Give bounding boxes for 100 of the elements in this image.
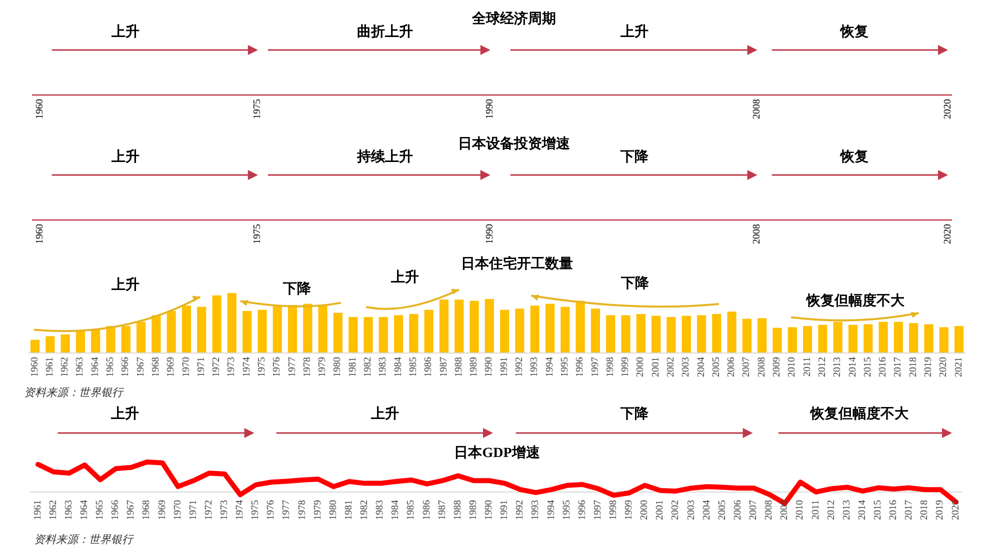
x-tick-label: 2014 (847, 357, 858, 377)
bar (364, 317, 373, 353)
x-tick-label: 1986 (421, 500, 432, 520)
x-tick-label: 2012 (826, 500, 837, 520)
x-tick-label: 2000 (639, 500, 650, 520)
x-tick-label: 1976 (266, 500, 277, 520)
x-tick-label: 1998 (608, 500, 619, 520)
x-tick-label: 2005 (716, 500, 728, 520)
x-tick-label: 1962 (60, 357, 71, 377)
x-tick-label: 1968 (150, 357, 162, 377)
text: 恢复 (839, 149, 868, 165)
x-tick-label: 1990 (484, 357, 495, 377)
bar (772, 328, 782, 353)
bar (166, 311, 176, 353)
x-tick-label: 2020 (938, 357, 950, 377)
x-tick-label: 2019 (934, 500, 946, 520)
text: 2020 (942, 99, 954, 119)
bar (484, 299, 494, 353)
text: 曲折上升 (357, 23, 414, 40)
x-tick-label: 1988 (452, 500, 464, 520)
bar (590, 308, 600, 353)
bar (424, 310, 434, 353)
x-tick-label: 1983 (374, 500, 386, 520)
x-tick-label: 1970 (180, 357, 192, 377)
bar (136, 322, 146, 353)
annotation: 下降 (282, 281, 312, 297)
bar (636, 314, 646, 353)
bar (833, 322, 842, 353)
text: 1960 (34, 99, 46, 119)
bar (894, 322, 903, 353)
x-tick-label: 2021 (953, 357, 964, 377)
x-tick-label: 2004 (701, 500, 712, 520)
x-tick-label: 2020 (950, 500, 962, 520)
bar (258, 310, 267, 353)
bar (348, 317, 358, 353)
x-tick-label: 1968 (141, 500, 152, 520)
x-tick-label: 2015 (872, 500, 884, 520)
text: 上升 (110, 276, 140, 293)
bar (682, 316, 691, 353)
x-tick-label: 1972 (211, 357, 222, 377)
x-tick-label: 1971 (188, 500, 199, 520)
x-tick-label: 1999 (620, 357, 632, 377)
x-tick-label: 1990 (484, 500, 495, 520)
x-tick-label: 2013 (841, 500, 852, 520)
bar (712, 314, 722, 353)
text: 上升 (370, 405, 400, 422)
x-tick-label: 2004 (696, 357, 707, 377)
bar (652, 316, 661, 353)
chart-title: 日本住宅开工数量 (461, 255, 573, 272)
x-tick-label: 1973 (226, 357, 238, 377)
annotation: 恢复但幅度不大 (805, 292, 906, 309)
x-tick-label: 2015 (862, 357, 874, 377)
x-tick-label: 1977 (286, 357, 298, 377)
x-tick-label: 2010 (794, 500, 806, 520)
bar (454, 300, 464, 353)
x-tick-label: 1981 (343, 500, 354, 520)
x-tick-label: 2009 (772, 357, 783, 377)
bar (864, 324, 873, 353)
x-tick-label: 1976 (272, 357, 283, 377)
bar (939, 327, 948, 353)
x-tick-label: 1988 (453, 357, 464, 377)
x-tick-label: 2003 (686, 500, 697, 520)
x-tick-label: 1996 (574, 357, 586, 377)
x-tick-label: 1974 (234, 500, 246, 520)
x-tick-label: 2011 (802, 357, 813, 377)
text: 1990 (484, 224, 496, 244)
x-tick-label: 1987 (436, 500, 448, 520)
x-tick-label: 1982 (359, 500, 370, 520)
bar (91, 329, 100, 353)
x-tick-label: 1966 (120, 357, 132, 377)
bar (303, 304, 312, 353)
x-tick-label: 1992 (514, 500, 526, 520)
text: 资料来源：世界银行 (34, 533, 135, 546)
x-tick-label: 2017 (904, 500, 915, 520)
x-tick-label: 2008 (756, 357, 768, 377)
x-tick-label: 1973 (219, 500, 230, 520)
bar (318, 306, 328, 353)
x-tick-label: 2017 (892, 357, 904, 377)
text: 1975 (252, 224, 264, 244)
x-tick-label: 1979 (317, 357, 328, 377)
x-tick-label: 2006 (732, 500, 744, 520)
x-tick-label: 1961 (44, 357, 56, 377)
x-tick-label: 1989 (468, 357, 480, 377)
bar (515, 308, 524, 353)
x-tick-label: 1975 (256, 357, 268, 377)
x-tick-label: 1978 (296, 500, 308, 520)
bar (409, 314, 418, 353)
x-tick-label: 2010 (786, 357, 798, 377)
text: 上升 (390, 268, 420, 286)
bar (106, 326, 116, 353)
x-tick-label: 1969 (166, 357, 177, 377)
bar (227, 293, 236, 353)
x-tick-label: 1983 (378, 357, 389, 377)
x-tick-label: 1985 (408, 357, 419, 377)
x-tick-label: 2000 (635, 357, 646, 377)
bar (242, 311, 252, 353)
x-tick-label: 2007 (741, 357, 752, 377)
bar (212, 295, 222, 353)
x-tick-label: 2007 (748, 500, 760, 520)
bar (439, 300, 449, 353)
